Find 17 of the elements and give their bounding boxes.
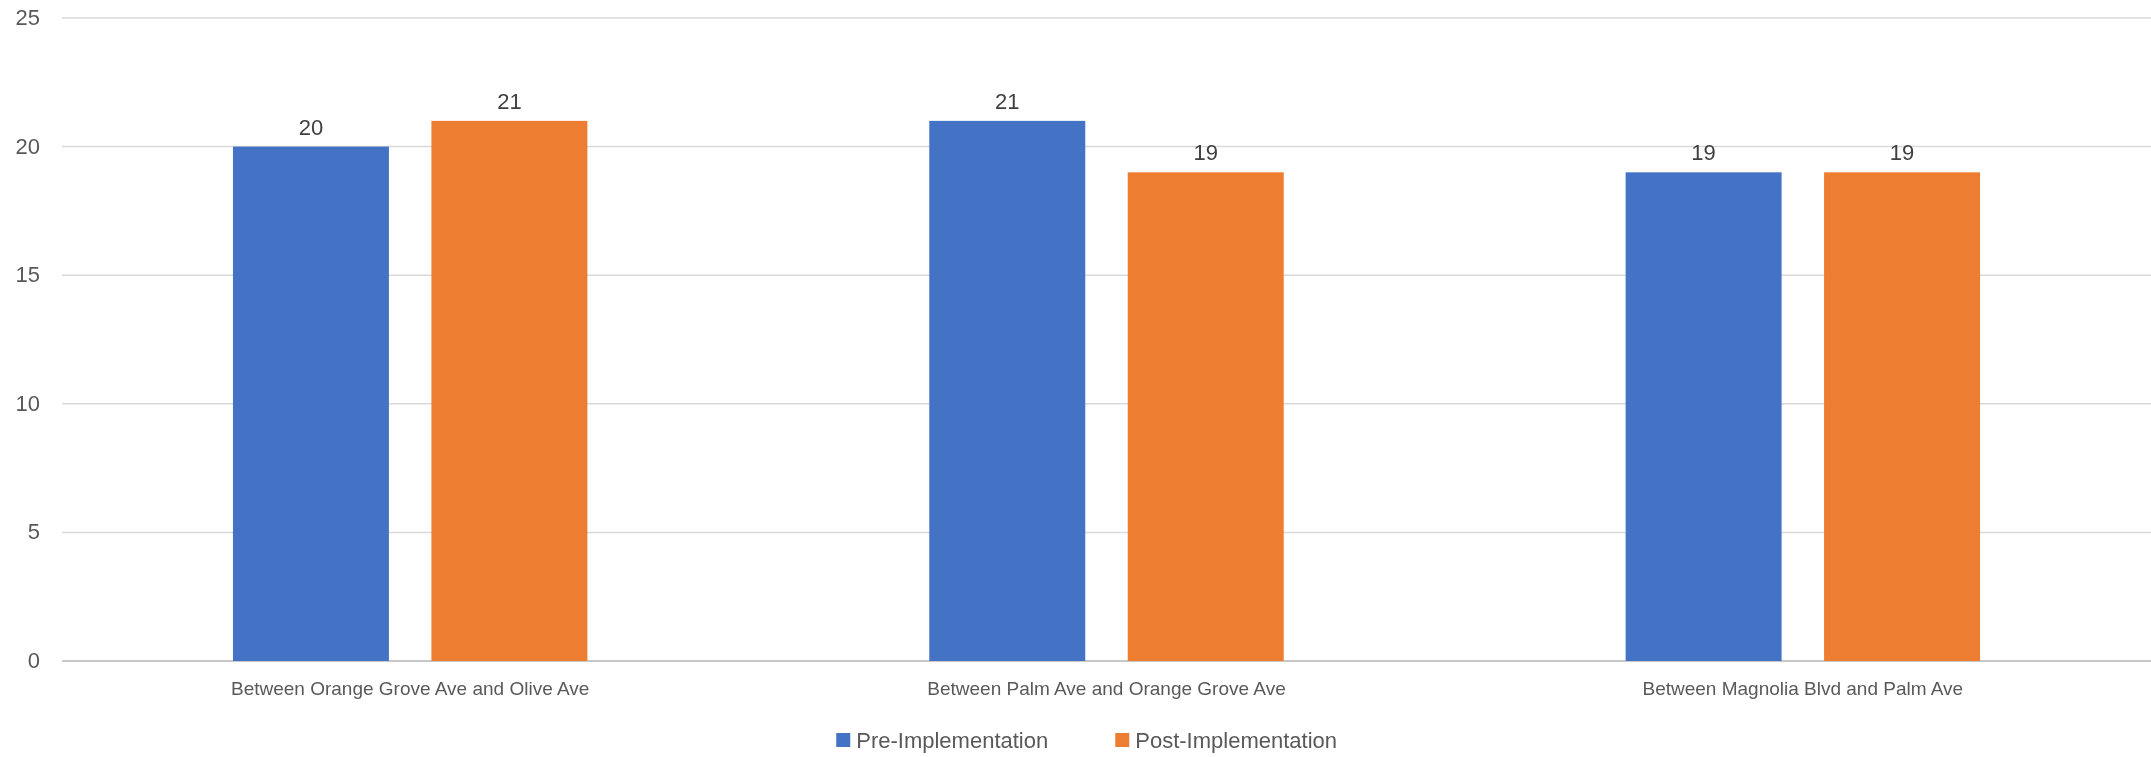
y-tick-label: 0 bbox=[27, 648, 40, 673]
data-label: 21 bbox=[995, 88, 1020, 114]
y-tick-label: 20 bbox=[15, 133, 40, 159]
y-tick-label: 10 bbox=[15, 390, 40, 416]
data-label: 21 bbox=[497, 88, 522, 114]
y-tick-label: 25 bbox=[15, 5, 40, 30]
y-tick-label: 15 bbox=[15, 262, 40, 288]
data-label: 19 bbox=[1889, 140, 1915, 166]
legend-label: Pre-Implementation bbox=[856, 728, 1049, 753]
x-tick-label: Between Palm Ave and Orange Grove Ave bbox=[927, 678, 1286, 699]
data-label: 20 bbox=[298, 114, 324, 140]
data-label: 19 bbox=[1193, 140, 1218, 166]
data-label: 19 bbox=[1691, 140, 1716, 166]
legend-label: Post-Implementation bbox=[1135, 728, 1338, 753]
y-tick-label: 5 bbox=[27, 519, 40, 545]
x-tick-label: Between Orange Grove Ave and Olive Ave bbox=[230, 678, 590, 699]
x-tick-label: Between Magnolia Blvd and Palm Ave bbox=[1642, 678, 1964, 699]
